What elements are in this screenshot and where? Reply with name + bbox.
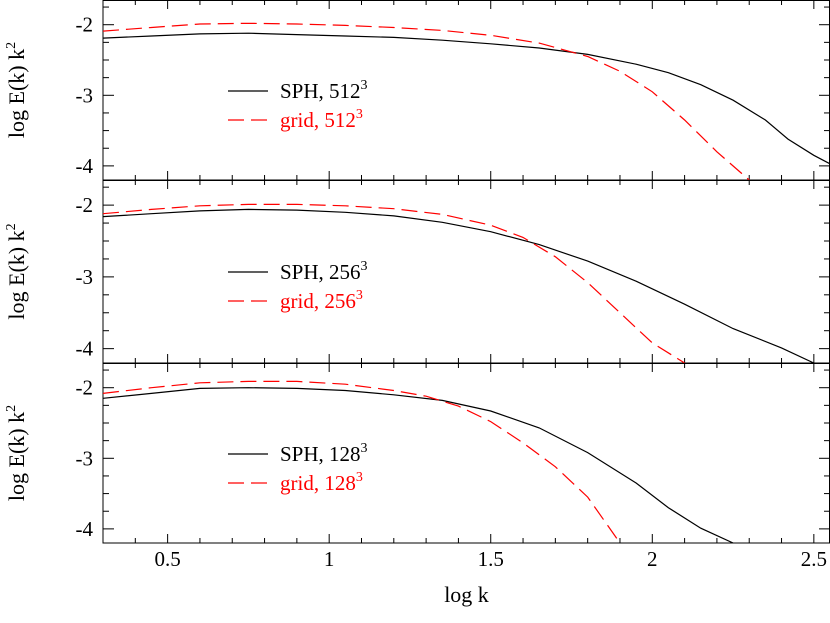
legend-entry: grid, 1283: [280, 470, 363, 495]
series-sph-line: [103, 208, 815, 363]
panel-frame: [102, 180, 830, 364]
legend-entry-superscript: 3: [356, 107, 363, 122]
series-sph-line: [103, 32, 830, 165]
legend-entry-text: grid, 256: [280, 289, 356, 313]
series-grid-line: [103, 380, 621, 543]
legend-entry-text: grid, 128: [280, 471, 356, 495]
legend-entry: SPH, 1283: [280, 441, 368, 466]
x-tick-label: 1: [324, 547, 335, 571]
panel-frame: [102, 363, 830, 544]
legend-entry-superscript: 3: [356, 288, 363, 303]
y-tick-label: -4: [76, 154, 94, 178]
series-group: [103, 22, 830, 180]
series-grid-line: [103, 203, 685, 363]
y-axis-label-superscript: 2: [4, 405, 19, 412]
legend-entry-superscript: 3: [361, 259, 368, 274]
y-axis-label: log E(k) k2: [4, 223, 29, 319]
legend-entry-superscript: 3: [361, 441, 368, 456]
y-axis-label-text: log E(k) k: [4, 49, 29, 138]
series-sph-line: [103, 387, 734, 543]
y-axis-label: log E(k) k2: [4, 405, 29, 501]
legend-entry-text: SPH, 128: [280, 442, 361, 466]
y-axis-label-superscript: 2: [4, 223, 19, 230]
x-tick-label: 2.5: [801, 547, 827, 571]
x-tick-label: 1.5: [478, 547, 504, 571]
legend-entry: grid, 5123: [280, 107, 363, 132]
series-group: [103, 380, 734, 543]
y-tick-label: -3: [76, 446, 94, 470]
legend-entry: SPH, 2563: [280, 259, 368, 284]
x-axis-label: log k: [444, 582, 489, 607]
y-tick-label: -4: [76, 337, 94, 361]
legend-entry-text: grid, 512: [280, 108, 356, 132]
y-tick-label: -4: [76, 517, 94, 541]
x-tick-label: 2: [647, 547, 658, 571]
y-tick-label: -3: [76, 83, 94, 107]
panel-frame: [102, 0, 830, 181]
series-grid-line: [103, 22, 750, 180]
y-axis-label-text: log E(k) k: [4, 412, 29, 501]
legend-entry-text: SPH, 512: [280, 79, 361, 103]
series-group: [103, 203, 815, 363]
y-tick-label: -2: [76, 193, 94, 217]
y-axis-label-superscript: 2: [4, 42, 19, 49]
y-tick-label: -3: [76, 265, 94, 289]
x-tick-label: 0.5: [154, 547, 180, 571]
legend-entry-text: SPH, 256: [280, 260, 361, 284]
y-tick-label: -2: [76, 13, 94, 37]
y-axis-label: log E(k) k2: [4, 42, 29, 138]
y-axis-label-text: log E(k) k: [4, 230, 29, 319]
legend-entry-superscript: 3: [361, 78, 368, 93]
legend-entry: SPH, 5123: [280, 78, 368, 103]
y-tick-label: -2: [76, 376, 94, 400]
legend-entry: grid, 2563: [280, 288, 363, 313]
legend-entry-superscript: 3: [356, 470, 363, 485]
